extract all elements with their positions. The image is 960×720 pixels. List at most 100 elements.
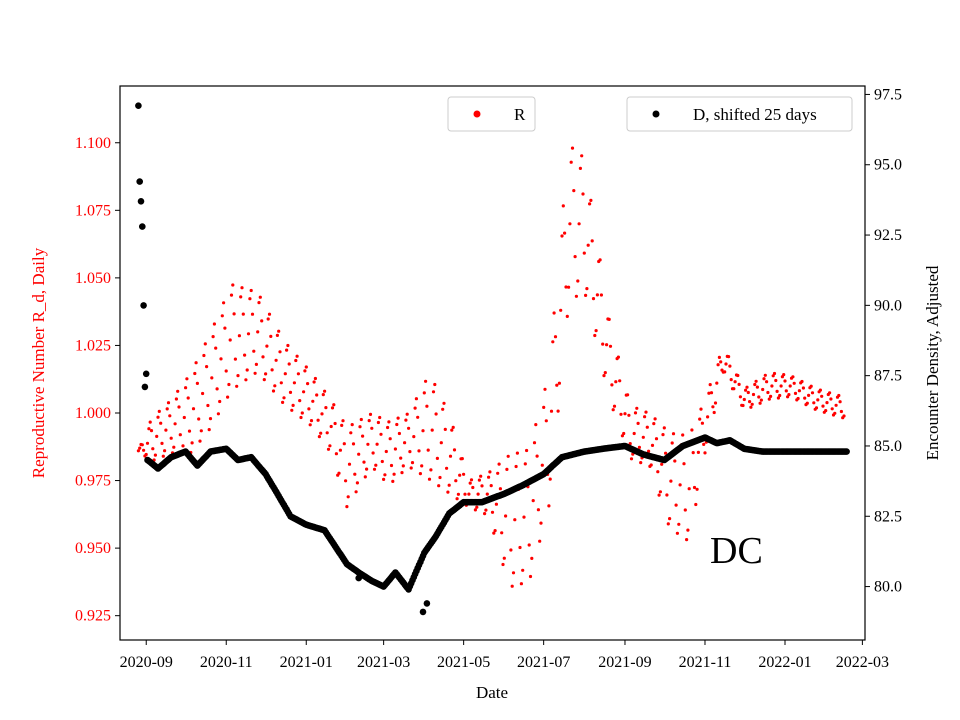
r-point — [372, 467, 377, 471]
r-point — [618, 379, 622, 383]
region-label: DC — [710, 530, 763, 572]
left-y-tick-label: 1.000 — [75, 405, 111, 422]
r-point — [791, 375, 795, 379]
r-point — [612, 404, 617, 408]
r-point — [678, 483, 682, 487]
r-point — [741, 403, 745, 408]
legend-d-box — [626, 96, 853, 132]
r-point — [787, 393, 791, 397]
r-point — [456, 492, 460, 496]
r-point — [344, 479, 348, 483]
r-point — [636, 421, 640, 425]
r-point — [515, 451, 520, 455]
r-point — [468, 481, 472, 485]
r-point — [489, 484, 493, 488]
r-point — [556, 409, 560, 413]
r-point — [452, 448, 457, 452]
r-point — [635, 406, 639, 410]
r-point — [299, 415, 303, 420]
r-point — [757, 395, 761, 399]
r-point — [709, 391, 714, 395]
r-point — [357, 452, 361, 456]
r-point — [626, 393, 630, 397]
r-point — [153, 453, 157, 457]
r-point — [311, 399, 315, 403]
r-point — [235, 384, 239, 388]
r-point — [250, 312, 255, 316]
r-point — [582, 251, 586, 255]
r-point — [409, 466, 413, 470]
r-point — [157, 409, 161, 413]
r-point — [228, 338, 232, 342]
r-point — [696, 450, 701, 454]
r-point — [265, 344, 269, 348]
r-point — [549, 409, 554, 413]
r-point — [467, 492, 471, 496]
r-point — [753, 382, 757, 387]
r-point — [367, 419, 371, 423]
r-point — [602, 374, 606, 378]
r-point — [519, 582, 524, 586]
r-point — [201, 391, 205, 396]
r-point — [754, 379, 758, 383]
r-point — [658, 490, 663, 494]
r-point — [687, 487, 691, 491]
r-point — [193, 371, 197, 376]
r-point — [477, 478, 481, 482]
r-point — [788, 384, 792, 388]
r-point — [700, 421, 705, 425]
r-point — [656, 470, 660, 474]
r-point — [278, 350, 282, 354]
r-point — [673, 459, 677, 463]
r-point — [219, 357, 223, 361]
r-point — [616, 355, 621, 359]
r-point — [745, 385, 749, 389]
right-y-tick-label: 97.5 — [874, 86, 902, 103]
r-point — [677, 522, 681, 526]
x-tick-label: 2022-03 — [836, 654, 889, 671]
r-point — [510, 584, 514, 588]
r-point — [711, 405, 715, 409]
r-point — [645, 425, 649, 429]
r-point — [443, 427, 447, 431]
r-point — [366, 442, 370, 446]
x-axis-label: Date — [476, 683, 508, 702]
r-point — [668, 517, 672, 521]
r-point — [244, 378, 248, 382]
r-point — [168, 414, 172, 418]
r-point — [434, 412, 438, 416]
r-point — [275, 333, 279, 337]
r-point — [252, 349, 256, 353]
r-point — [240, 286, 244, 290]
r-point — [324, 406, 328, 410]
r-point — [496, 471, 500, 475]
r-point — [333, 421, 337, 426]
r-point — [809, 384, 813, 388]
r-point — [184, 386, 188, 390]
r-point — [281, 400, 285, 404]
r-point — [552, 311, 556, 315]
r-point — [666, 522, 670, 526]
r-point — [190, 441, 194, 445]
r-point — [569, 160, 573, 164]
r-point — [703, 451, 707, 455]
r-point — [816, 398, 820, 402]
r-point — [256, 330, 260, 334]
r-point — [713, 401, 718, 405]
r-point — [716, 363, 720, 367]
legend-d-label: D, shifted 25 days — [693, 105, 817, 124]
x-tick-label: 2021-11 — [679, 654, 732, 671]
d-point — [140, 302, 147, 309]
r-point — [820, 394, 824, 398]
x-tick-label: 2020-09 — [120, 654, 173, 671]
r-point — [783, 379, 787, 383]
x-tick-label: 2021-05 — [437, 654, 490, 671]
r-point — [792, 381, 796, 385]
r-point — [818, 388, 823, 392]
r-point — [593, 333, 597, 338]
r-point — [784, 389, 788, 393]
r-point — [271, 389, 276, 393]
r-point — [732, 387, 736, 391]
r-point — [270, 368, 274, 372]
r-point — [759, 398, 764, 402]
